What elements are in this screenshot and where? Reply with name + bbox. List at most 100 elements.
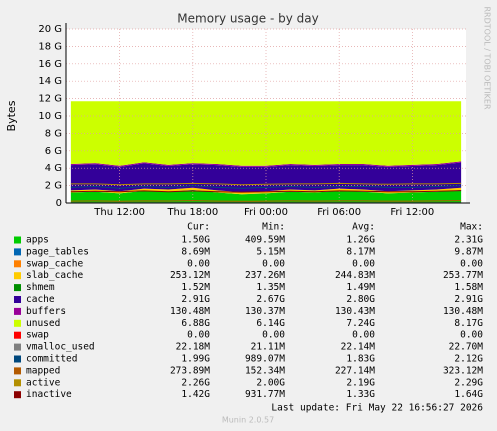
legend-stat: 0.00 (352, 330, 375, 341)
y-tick-label: 16 G (38, 59, 62, 70)
legend-stat: 2.29G (454, 377, 483, 388)
legend-stat: 2.19G (346, 377, 375, 388)
legend-swatch (14, 307, 21, 315)
legend-stat: 130.43M (335, 306, 375, 317)
legend-stat: 409.59M (245, 235, 285, 246)
legend-stat: 0.00 (460, 258, 483, 269)
legend-swatch (14, 260, 21, 268)
area (70, 101, 462, 166)
legend-stat: 1.52M (181, 282, 210, 293)
area (70, 189, 462, 195)
legend-swatch (14, 236, 21, 244)
legend-stat: 1.49M (346, 282, 375, 293)
y-tick-label: 4 G (45, 163, 62, 174)
legend-stat: 1.64G (454, 389, 483, 400)
legend-stat: 22.70M (449, 342, 484, 353)
legend-header: Min: (262, 222, 285, 233)
legend-stat: 931.77M (245, 389, 285, 400)
area (70, 189, 462, 203)
legend-stat: 8.17G (454, 318, 483, 329)
legend-stat: 8.69M (181, 246, 210, 257)
legend-label: swap (26, 330, 49, 341)
y-axis-label: Bytes (5, 100, 18, 131)
y-tick-label: 0 (56, 198, 62, 209)
legend-stat: 2.91G (181, 294, 210, 305)
legend-stat: 989.07M (245, 354, 285, 365)
legend-swatch (14, 343, 21, 351)
legend-stat: 0.00 (262, 258, 285, 269)
legend-label: shmem (26, 282, 55, 293)
legend-swatch (14, 331, 21, 339)
line (70, 200, 462, 202)
legend-stat: 0.00 (460, 330, 483, 341)
legend-stat: 22.18M (176, 342, 211, 353)
legend-stat: 1.99G (181, 354, 210, 365)
legend-label: page_tables (26, 246, 89, 257)
legend-stat: 9.87M (454, 246, 483, 257)
legend-swatch (14, 272, 21, 280)
y-tick-label: 8 G (45, 128, 62, 139)
x-tick-label: Thu 12:00 (93, 207, 145, 218)
y-tick-label: 6 G (45, 146, 62, 157)
legend-stat: 1.50G (181, 235, 210, 246)
legend-stat: 8.17M (346, 246, 375, 257)
legend-label: swap_cache (26, 258, 83, 269)
legend-stat: 1.83G (346, 354, 375, 365)
legend-swatch (14, 367, 21, 375)
chart-title: Memory usage - by day (177, 12, 318, 26)
legend-stat: 2.80G (346, 294, 375, 305)
legend-swatch (14, 296, 21, 303)
y-tick-label: 18 G (38, 41, 62, 52)
legend-stat: 0.00 (187, 258, 210, 269)
area (70, 161, 462, 167)
legend-swatch (14, 248, 21, 256)
legend-stat: 152.34M (245, 365, 285, 376)
legend-label: active (26, 377, 61, 388)
legend-stat: 5.15M (256, 246, 285, 257)
legend-stat: 6.14G (256, 318, 285, 329)
legend-stat: 2.31G (454, 235, 483, 246)
legend-label: inactive (26, 389, 72, 400)
legend-header: Avg: (352, 222, 375, 233)
legend-label: committed (26, 354, 77, 365)
legend-label: mapped (26, 365, 60, 376)
legend-stat: 253.77M (443, 270, 483, 281)
plot (70, 101, 462, 203)
legend-swatch (14, 355, 21, 363)
area (70, 162, 462, 193)
legend-swatch (14, 284, 21, 292)
legend-label: vmalloc_used (26, 342, 95, 353)
side-text: RRDTOOL / TOBI OETIKER (483, 6, 492, 109)
legend-stat: 323.12M (443, 365, 483, 376)
legend-header: Max: (460, 222, 483, 233)
y-tick-label: 20 G (38, 24, 62, 35)
x-tick-label: Fri 00:00 (244, 207, 288, 218)
legend-label: unused (26, 318, 60, 329)
area (70, 187, 462, 195)
y-tick-label: 14 G (38, 76, 62, 87)
legend-swatch (14, 391, 21, 399)
y-tick-label: 2 G (45, 181, 62, 192)
y-tick-label: 12 G (38, 94, 62, 105)
x-tick-label: Fri 06:00 (317, 207, 361, 218)
x-tick-label: Thu 18:00 (166, 207, 218, 218)
x-tick-label: Fri 12:00 (390, 207, 434, 218)
legend-stat: 130.48M (170, 306, 210, 317)
legend-stat: 1.42G (181, 389, 210, 400)
legend-stat: 21.11M (251, 342, 286, 353)
legend-stat: 273.89M (170, 365, 210, 376)
y-tick-label: 10 G (38, 111, 62, 122)
legend-stat: 237.26M (245, 270, 285, 281)
legend-stat: 2.26G (181, 377, 210, 388)
legend-label: apps (26, 235, 49, 246)
legend-label: slab_cache (26, 270, 83, 281)
line (70, 190, 462, 193)
legend-swatch (14, 319, 21, 327)
legend-stat: 130.37M (245, 306, 285, 317)
legend-header: Cur: (187, 222, 210, 233)
footer: Munin 2.0.57 (222, 416, 274, 425)
legend-stat: 244.83M (335, 270, 375, 281)
legend-stat: 1.26G (346, 235, 375, 246)
